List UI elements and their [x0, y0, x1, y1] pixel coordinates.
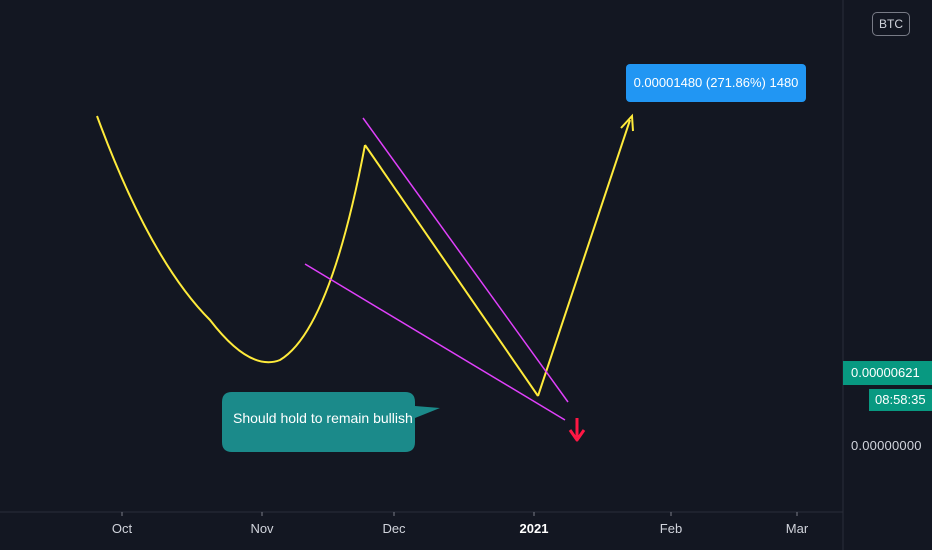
descending-trendline: [364, 144, 539, 397]
cup-curve: [96, 115, 366, 364]
wedge-lower-line: [304, 263, 566, 421]
wedge-upper-line: [362, 117, 569, 403]
last-price-label: 0.00000621: [843, 361, 932, 385]
down-arrow-head: [568, 429, 586, 442]
price-tick-label: 0.00000000: [851, 437, 922, 453]
time-tick-label: Dec: [382, 521, 406, 536]
time-tick-label: 2021: [519, 521, 549, 536]
bar-countdown-label: 08:58:35: [869, 389, 932, 411]
time-tick-label: Nov: [250, 521, 274, 536]
time-tick-label: Mar: [785, 521, 809, 536]
time-tick-label: Oct: [111, 521, 133, 536]
callout-bubble: [222, 392, 440, 452]
measurement-label: 0.00001480 (271.86%) 1480: [626, 64, 806, 102]
time-tick-label: Feb: [659, 521, 683, 536]
projection-arrowhead: [620, 113, 634, 132]
callout-text: Should hold to remain bullish: [233, 410, 413, 426]
projection-line: [537, 119, 631, 397]
currency-badge[interactable]: BTC: [872, 12, 910, 36]
